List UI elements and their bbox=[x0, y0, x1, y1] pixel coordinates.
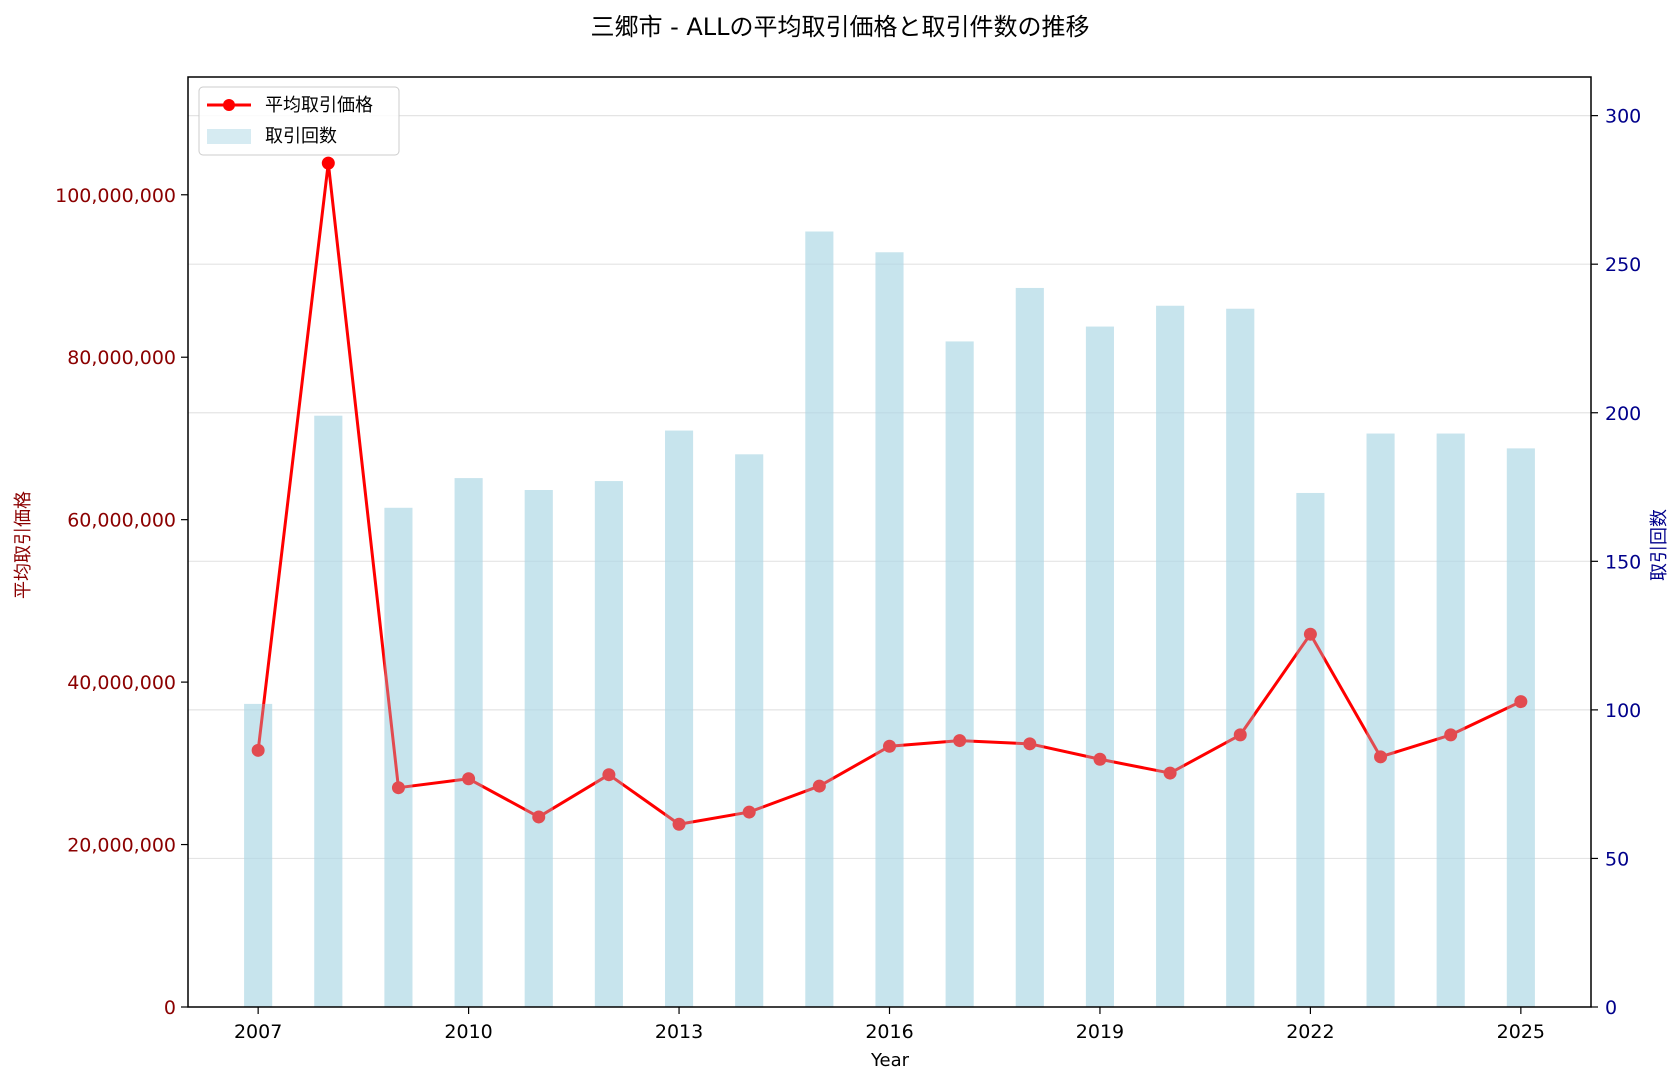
price-point bbox=[532, 810, 546, 824]
bar-overlay bbox=[384, 507, 413, 1007]
right-tick-label: 0 bbox=[1605, 997, 1617, 1019]
left-tick-label: 0 bbox=[164, 997, 176, 1019]
chart-title: 三郷市 - ALLの平均取引価格と取引件数の推移 bbox=[590, 13, 1089, 41]
bar-overlay bbox=[1366, 433, 1395, 1007]
left-tick-label: 20,000,000 bbox=[67, 835, 176, 857]
price-point bbox=[1444, 728, 1458, 742]
right-tick-label: 100 bbox=[1605, 700, 1641, 722]
bar bbox=[1506, 448, 1535, 1007]
x-tick-label: 2022 bbox=[1286, 1021, 1334, 1043]
bar bbox=[1366, 433, 1395, 1007]
right-tick-label: 250 bbox=[1605, 254, 1641, 276]
left-tick-label: 60,000,000 bbox=[67, 510, 176, 532]
bar bbox=[314, 415, 343, 1007]
bar bbox=[665, 430, 694, 1008]
price-point bbox=[812, 779, 826, 793]
bar-overlay bbox=[735, 454, 764, 1007]
x-tick-label: 2010 bbox=[444, 1021, 492, 1043]
left-tick-label: 40,000,000 bbox=[67, 672, 176, 694]
bar bbox=[1296, 492, 1325, 1007]
left-tick-label: 80,000,000 bbox=[67, 347, 176, 369]
x-tick-label: 2019 bbox=[1076, 1021, 1124, 1043]
price-point bbox=[672, 817, 686, 831]
price-point bbox=[1163, 766, 1177, 780]
bar bbox=[384, 507, 413, 1007]
bar-overlay bbox=[454, 478, 483, 1007]
bar bbox=[594, 481, 623, 1007]
bar bbox=[454, 478, 483, 1007]
price-point bbox=[321, 156, 335, 170]
price-point bbox=[1233, 728, 1247, 742]
x-axis-ticks: 2007 2010 2013 2016 2019 2022 2025 bbox=[234, 1007, 1545, 1043]
right-tick-label: 200 bbox=[1605, 403, 1641, 425]
bar-overlay bbox=[1085, 326, 1114, 1007]
bar-overlay bbox=[1436, 433, 1465, 1007]
price-point bbox=[742, 805, 756, 819]
left-axis-ticks: 0 20,000,000 40,000,000 60,000,000 80,000,00… bbox=[55, 185, 188, 1019]
price-point bbox=[953, 734, 967, 748]
left-tick-label: 100,000,000 bbox=[55, 185, 176, 207]
x-tick-label: 2016 bbox=[865, 1021, 913, 1043]
x-tick-label: 2013 bbox=[655, 1021, 703, 1043]
bar bbox=[1226, 308, 1255, 1007]
right-tick-label: 150 bbox=[1605, 551, 1641, 573]
bar-overlay bbox=[1296, 492, 1325, 1007]
legend-bar-swatch bbox=[207, 129, 251, 144]
bar-series bbox=[244, 231, 1535, 1008]
bar-overlay bbox=[805, 231, 834, 1008]
bar bbox=[735, 454, 764, 1007]
bar-overlay bbox=[1156, 305, 1185, 1007]
bar bbox=[1436, 433, 1465, 1007]
legend: 平均取引価格 取引回数 bbox=[198, 86, 400, 156]
bar bbox=[1156, 305, 1185, 1007]
bar-overlay bbox=[244, 703, 273, 1007]
bar-overlay bbox=[1226, 308, 1255, 1007]
price-point bbox=[1303, 627, 1317, 641]
price-point bbox=[602, 768, 616, 782]
bar-overlay bbox=[875, 252, 904, 1007]
right-tick-label: 50 bbox=[1605, 848, 1629, 870]
bar-overlay bbox=[594, 481, 623, 1007]
bar-overlay bbox=[665, 430, 694, 1008]
x-axis-label: Year bbox=[870, 1050, 910, 1071]
price-point bbox=[1093, 752, 1107, 766]
bar-overlay bbox=[524, 490, 553, 1008]
price-point bbox=[1514, 695, 1528, 709]
bar-overlay bbox=[1015, 287, 1044, 1007]
bar bbox=[1015, 287, 1044, 1007]
bar-overlay bbox=[945, 341, 974, 1007]
price-point bbox=[1023, 737, 1037, 751]
right-axis-label: 取引回数 bbox=[1649, 509, 1670, 581]
bar bbox=[805, 231, 834, 1008]
left-axis-label: 平均取引価格 bbox=[13, 491, 34, 599]
line-series bbox=[244, 156, 1535, 1008]
bar-overlay bbox=[314, 415, 343, 1007]
bar bbox=[875, 252, 904, 1007]
bar bbox=[1085, 326, 1114, 1007]
bar bbox=[524, 490, 553, 1008]
price-point bbox=[1374, 750, 1388, 764]
price-point bbox=[883, 739, 896, 753]
bar bbox=[945, 341, 974, 1007]
price-point bbox=[462, 772, 476, 786]
right-axis-ticks: 0 50 100 150 200 250 300 bbox=[1591, 106, 1641, 1019]
legend-label-price: 平均取引価格 bbox=[265, 95, 373, 116]
legend-label-count: 取引回数 bbox=[265, 126, 337, 147]
x-tick-label: 2007 bbox=[234, 1021, 282, 1043]
bar-overlay bbox=[1506, 448, 1535, 1007]
legend-line-marker bbox=[223, 99, 235, 111]
price-point bbox=[251, 743, 265, 757]
price-point bbox=[391, 781, 405, 795]
right-tick-label: 300 bbox=[1605, 106, 1641, 128]
x-tick-label: 2025 bbox=[1497, 1021, 1545, 1043]
